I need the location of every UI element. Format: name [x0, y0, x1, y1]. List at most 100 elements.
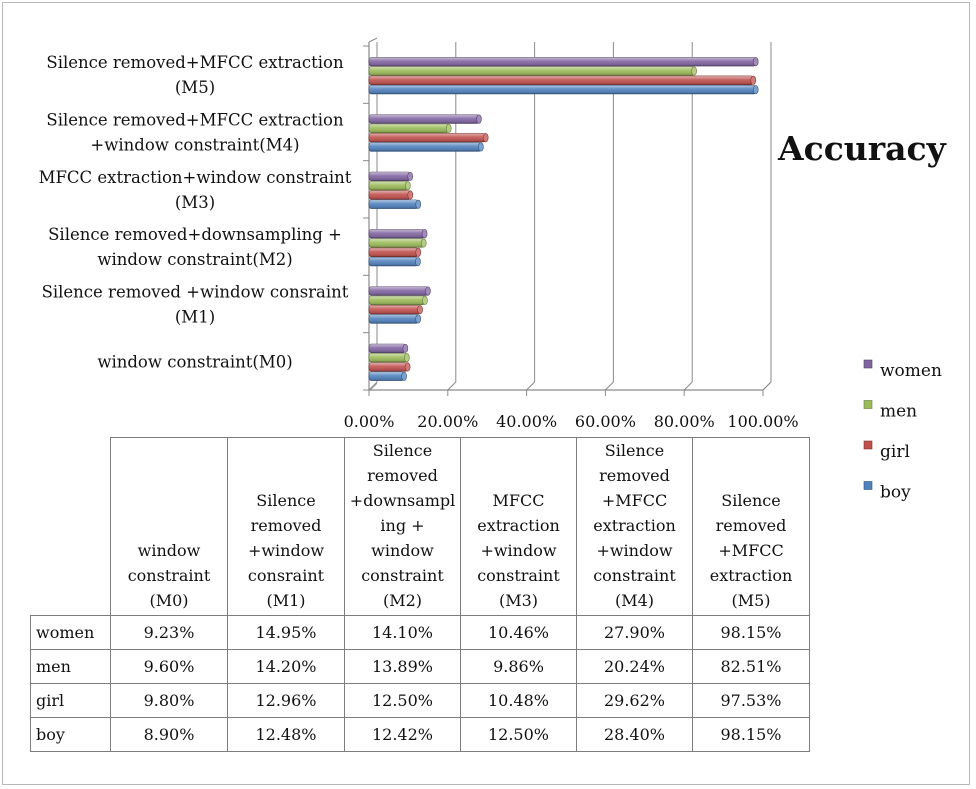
category-label: window constraint(M2) — [97, 250, 292, 269]
category-label: Silence removed+MFCC extraction — [46, 111, 344, 130]
table-cell: 98.15% — [692, 615, 810, 650]
table-cell: 13.89% — [344, 649, 461, 684]
x-tick-label: 20.00% — [417, 412, 478, 431]
legend-label: men — [880, 402, 917, 422]
bar-men-0 — [368, 353, 410, 363]
y-axis — [363, 37, 378, 391]
bars — [368, 57, 759, 381]
category-label: MFCC extraction+window constraint — [39, 168, 352, 187]
bar-boy-0 — [368, 371, 407, 381]
bar-women-5 — [368, 57, 759, 67]
table-cell: 12.48% — [227, 717, 345, 752]
gridline — [605, 42, 614, 391]
x-tick-label: 80.00% — [654, 412, 715, 431]
bar-boy-2 — [368, 256, 421, 267]
bar-girl-2 — [368, 247, 422, 257]
category-label: Silence removed +window consraint — [42, 283, 349, 302]
bar-women-1 — [368, 286, 431, 296]
bar-boy-1 — [368, 314, 421, 324]
category-label: window constraint(M0) — [97, 352, 292, 371]
x-tick-labels: 0.00% 20.00% 40.00% 60.00% 80.00% 100.00% — [344, 412, 799, 431]
column-header: MFCC extraction +window constraint (M3) — [460, 437, 577, 616]
column-header: Silence removed +downsampl ing + window const… — [344, 437, 461, 616]
table-cell: 9.86% — [460, 649, 577, 684]
bar-women-0 — [368, 343, 409, 354]
bar-boy-5 — [368, 84, 759, 95]
x-tick-label: 40.00% — [496, 412, 557, 431]
bar-girl-0 — [368, 362, 411, 372]
legend-swatch — [863, 481, 873, 490]
category-label: +window constraint(M4) — [90, 136, 299, 155]
x-tick-label: 0.00% — [344, 412, 395, 431]
x-tick-label: 60.00% — [575, 412, 636, 431]
table-cell: 9.60% — [110, 649, 228, 684]
bar-men-1 — [368, 295, 428, 306]
gridline — [762, 42, 772, 391]
bar-boy-3 — [368, 199, 422, 209]
axes — [363, 37, 772, 396]
table-cell: 9.80% — [110, 683, 228, 718]
gridline — [683, 42, 693, 391]
bar-girl-1 — [368, 304, 423, 315]
table-header-row: window constraint (M0) Silence removed +windo… — [30, 437, 810, 616]
bar-men-5 — [368, 66, 697, 76]
category-label: (M3) — [175, 193, 215, 212]
table-cell: 14.20% — [227, 649, 345, 684]
table-cell: 97.53% — [692, 683, 810, 718]
bar-women-4 — [368, 114, 482, 124]
bar-men-2 — [368, 238, 427, 248]
bar-girl-4 — [368, 132, 489, 143]
legend-label: boy — [880, 483, 911, 503]
table-cell: 27.90% — [576, 615, 693, 650]
table-cell: 12.96% — [227, 683, 345, 718]
row-label: women — [30, 615, 111, 650]
column-header: Silence removed +window consraint (M1) — [227, 437, 345, 616]
column-header: Silence removed +MFCC extraction +window cons… — [576, 437, 693, 616]
legend: women men girl boy — [863, 359, 942, 503]
table-cell: 14.95% — [227, 615, 345, 650]
table-cell: 12.50% — [460, 717, 577, 752]
data-table: window constraint (M0) Silence removed +windo… — [30, 437, 810, 752]
gridline — [447, 42, 457, 391]
table-row: boy 8.90% 12.48% 12.42% 12.50% 28.40% 98.15% — [30, 717, 810, 752]
table-row: girl 9.80% 12.96% 12.50% 10.48% 29.62% 97.53% — [30, 683, 810, 718]
gridline — [526, 42, 536, 391]
table-row: women 9.23% 14.95% 14.10% 10.46% 27.90% 98.15% — [30, 615, 810, 650]
row-label: men — [30, 649, 111, 684]
bar-girl-5 — [368, 75, 757, 85]
chart-title: Accuracy — [777, 129, 947, 168]
bar-men-3 — [368, 181, 411, 191]
row-label: girl — [30, 683, 111, 718]
table-cell: 9.23% — [110, 615, 228, 650]
table-cell: 28.40% — [576, 717, 693, 752]
table-corner — [30, 437, 111, 616]
category-label: Silence removed+MFCC extraction — [46, 53, 344, 72]
table-cell: 14.10% — [344, 615, 461, 650]
legend-swatch — [863, 440, 873, 450]
column-header: Silence removed +MFCC extraction (M5) — [692, 437, 810, 616]
table-cell: 20.24% — [576, 649, 693, 684]
category-label: (M1) — [175, 308, 215, 327]
table-cell: 10.46% — [460, 615, 577, 650]
legend-item-women: women — [863, 359, 942, 381]
legend-swatch — [863, 400, 873, 409]
bar-women-3 — [368, 171, 414, 182]
legend-item-men: men — [863, 400, 917, 422]
legend-swatch — [863, 359, 873, 369]
column-header: window constraint (M0) — [110, 437, 228, 616]
table-body: women 9.23% 14.95% 14.10% 10.46% 27.90% 98.15%… — [30, 615, 810, 752]
legend-label: women — [880, 361, 942, 381]
table-row: men 9.60% 14.20% 13.89% 9.86% 20.24% 82.51% — [30, 649, 810, 684]
table-cell: 98.15% — [692, 717, 810, 752]
x-axis — [368, 381, 772, 396]
table-cell: 12.42% — [344, 717, 461, 752]
legend-item-girl: girl — [863, 440, 910, 462]
bar-girl-3 — [368, 190, 414, 200]
bar-boy-4 — [368, 142, 484, 152]
x-tick-label: 100.00% — [727, 412, 798, 431]
table-cell: 12.50% — [344, 683, 461, 718]
table-cell: 29.62% — [576, 683, 693, 718]
category-label: (M5) — [175, 78, 215, 97]
category-labels: window constraint(M0) Silence removed +wi… — [39, 53, 352, 371]
